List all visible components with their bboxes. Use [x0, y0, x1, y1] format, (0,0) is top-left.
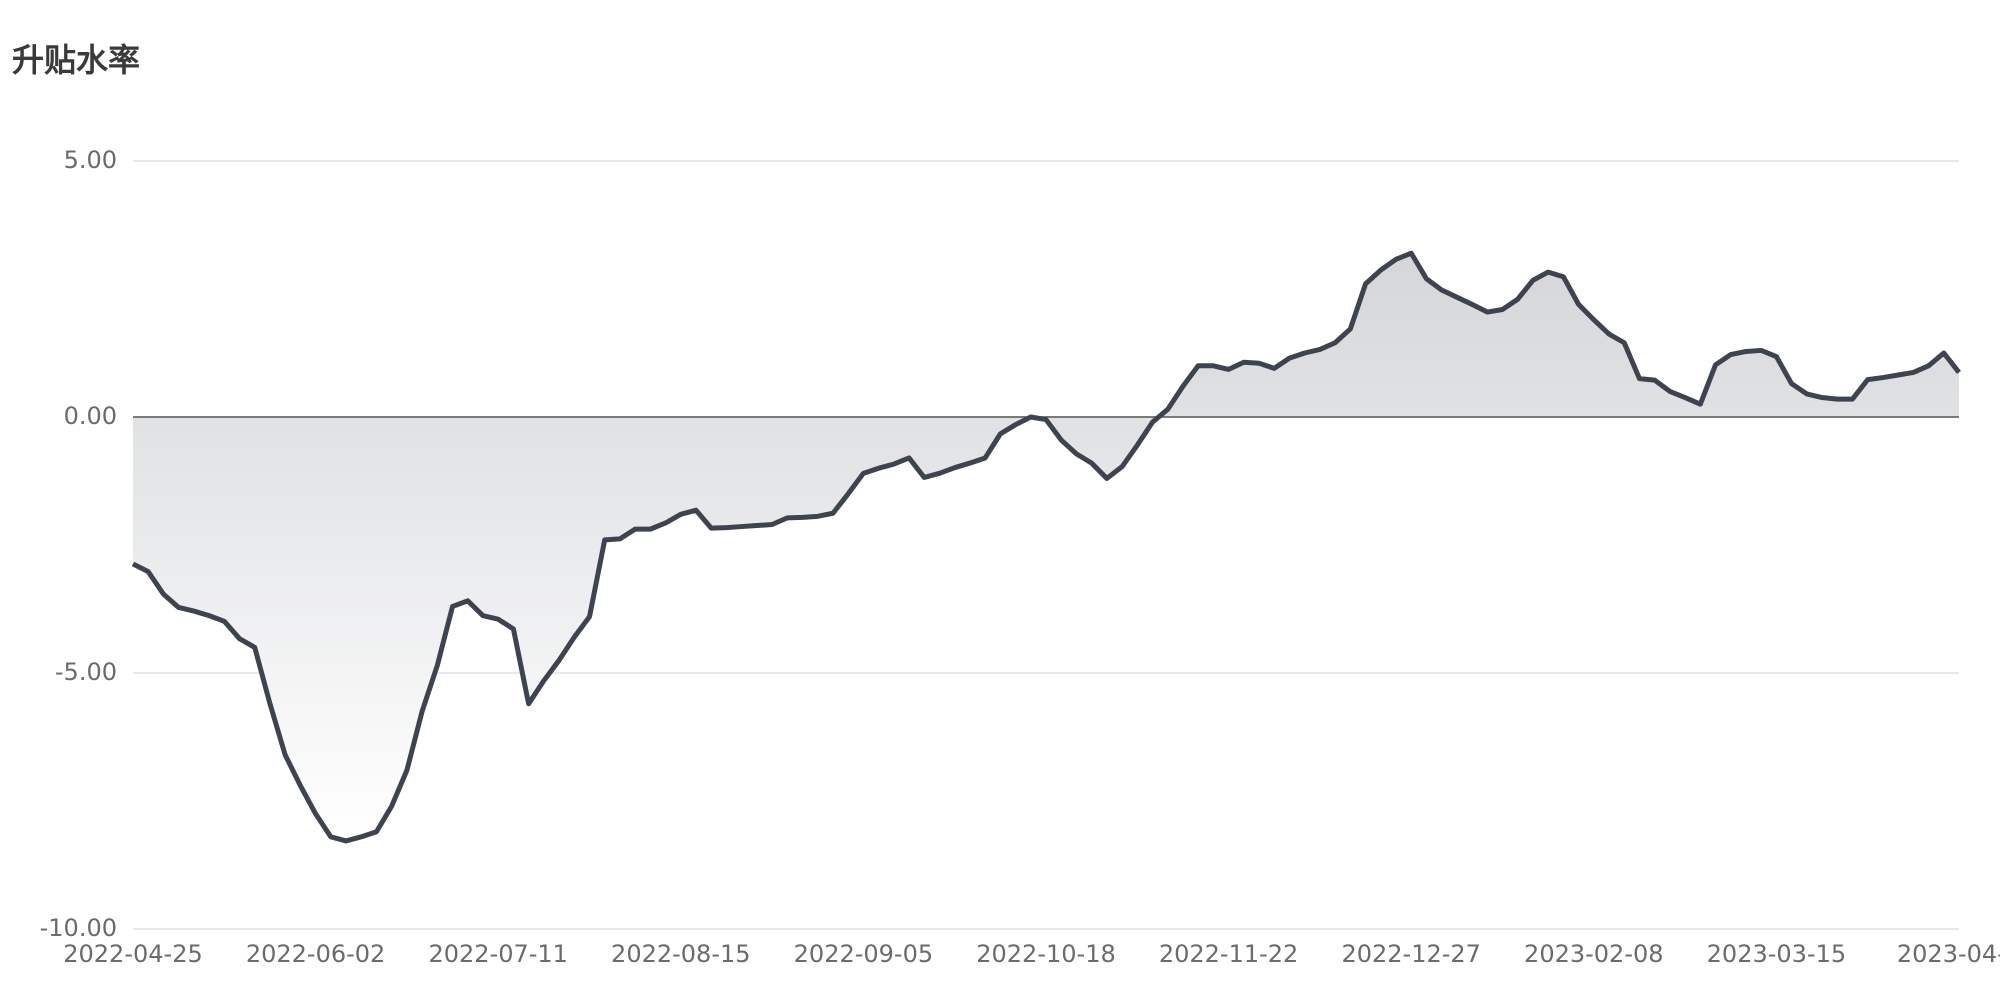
y-tick-label: -10.00 [40, 914, 117, 942]
y-tick-label: 0.00 [64, 402, 117, 430]
line [131, 250, 1961, 844]
x-tick-label: 2022-11-22 [1159, 940, 1298, 968]
x-tick-label: 2022-12-27 [1341, 940, 1480, 968]
x-tick-label: 2022-04-25 [63, 940, 202, 968]
x-tick-label: 2022-08-15 [611, 940, 750, 968]
x-tick-label: 2023-02-08 [1524, 940, 1663, 968]
x-tick-label: 2022-07-11 [428, 940, 567, 968]
x-tick-label: 2023-03-15 [1707, 940, 1846, 968]
x-tick-label: 2023-04-2 [1897, 940, 2000, 968]
area-fill [133, 253, 1959, 841]
y-tick-label: -5.00 [55, 658, 117, 686]
chart-title: 升贴水率 [12, 41, 140, 79]
x-tick-label: 2022-09-05 [794, 940, 933, 968]
x-tick-label: 2022-10-18 [976, 940, 1115, 968]
y-tick-label: 5.00 [64, 146, 117, 174]
x-tick-label: 2022-06-02 [246, 940, 385, 968]
